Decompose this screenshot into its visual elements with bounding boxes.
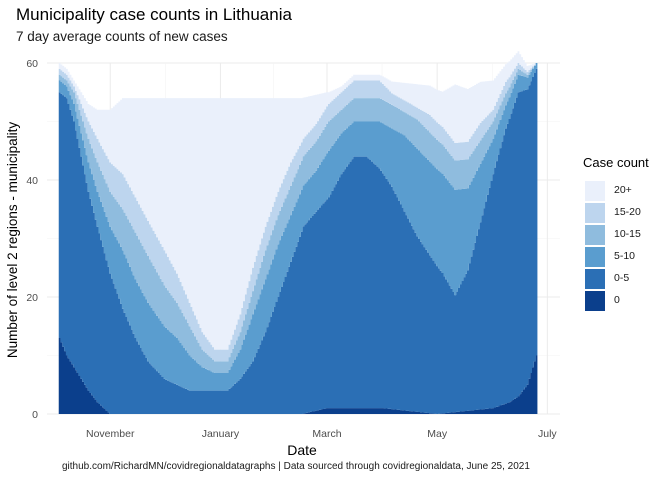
x-tick-label: January bbox=[202, 428, 240, 440]
y-axis-label: Number of level 2 regions - municipality bbox=[5, 122, 20, 359]
y-tick-label: 40 bbox=[26, 175, 38, 187]
legend-label: 20+ bbox=[614, 184, 632, 196]
legend-key bbox=[585, 225, 605, 245]
legend-key bbox=[585, 203, 605, 223]
legend-key bbox=[585, 181, 605, 201]
area-series-20plus bbox=[58, 51, 538, 350]
legend-label: 5-10 bbox=[614, 250, 636, 262]
stacked-areas bbox=[58, 51, 538, 414]
x-tick-label: March bbox=[312, 428, 341, 440]
y-tick-label: 20 bbox=[26, 292, 38, 304]
legend-key bbox=[585, 291, 605, 311]
x-tick-label: May bbox=[427, 428, 448, 440]
legend-label: 15-20 bbox=[614, 206, 641, 218]
y-tick-label: 0 bbox=[32, 409, 38, 421]
legend-title: Case count bbox=[583, 155, 649, 170]
legend-key bbox=[585, 269, 605, 289]
area-series-0-5 bbox=[58, 68, 538, 414]
chart-caption: github.com/RichardMN/covidregionaldatagr… bbox=[62, 461, 530, 472]
legend-label: 0 bbox=[614, 294, 620, 306]
legend-label: 0-5 bbox=[614, 272, 630, 284]
chart-subtitle: 7 day average counts of new cases bbox=[16, 29, 228, 44]
chart-title: Municipality case counts in Lithuania bbox=[16, 5, 292, 24]
x-axis-label: Date bbox=[287, 442, 317, 458]
legend-label: 10-15 bbox=[614, 228, 641, 240]
x-tick-label: November bbox=[86, 428, 135, 440]
area-series-15-20 bbox=[58, 63, 538, 362]
area-series-10-15 bbox=[58, 63, 538, 374]
legend-key bbox=[585, 247, 605, 267]
area-series-5-10 bbox=[58, 63, 538, 391]
x-tick-label: July bbox=[538, 428, 557, 440]
y-tick-label: 60 bbox=[26, 58, 38, 70]
axis-ticks: 0 20 40 60 November January March May July bbox=[26, 58, 557, 440]
